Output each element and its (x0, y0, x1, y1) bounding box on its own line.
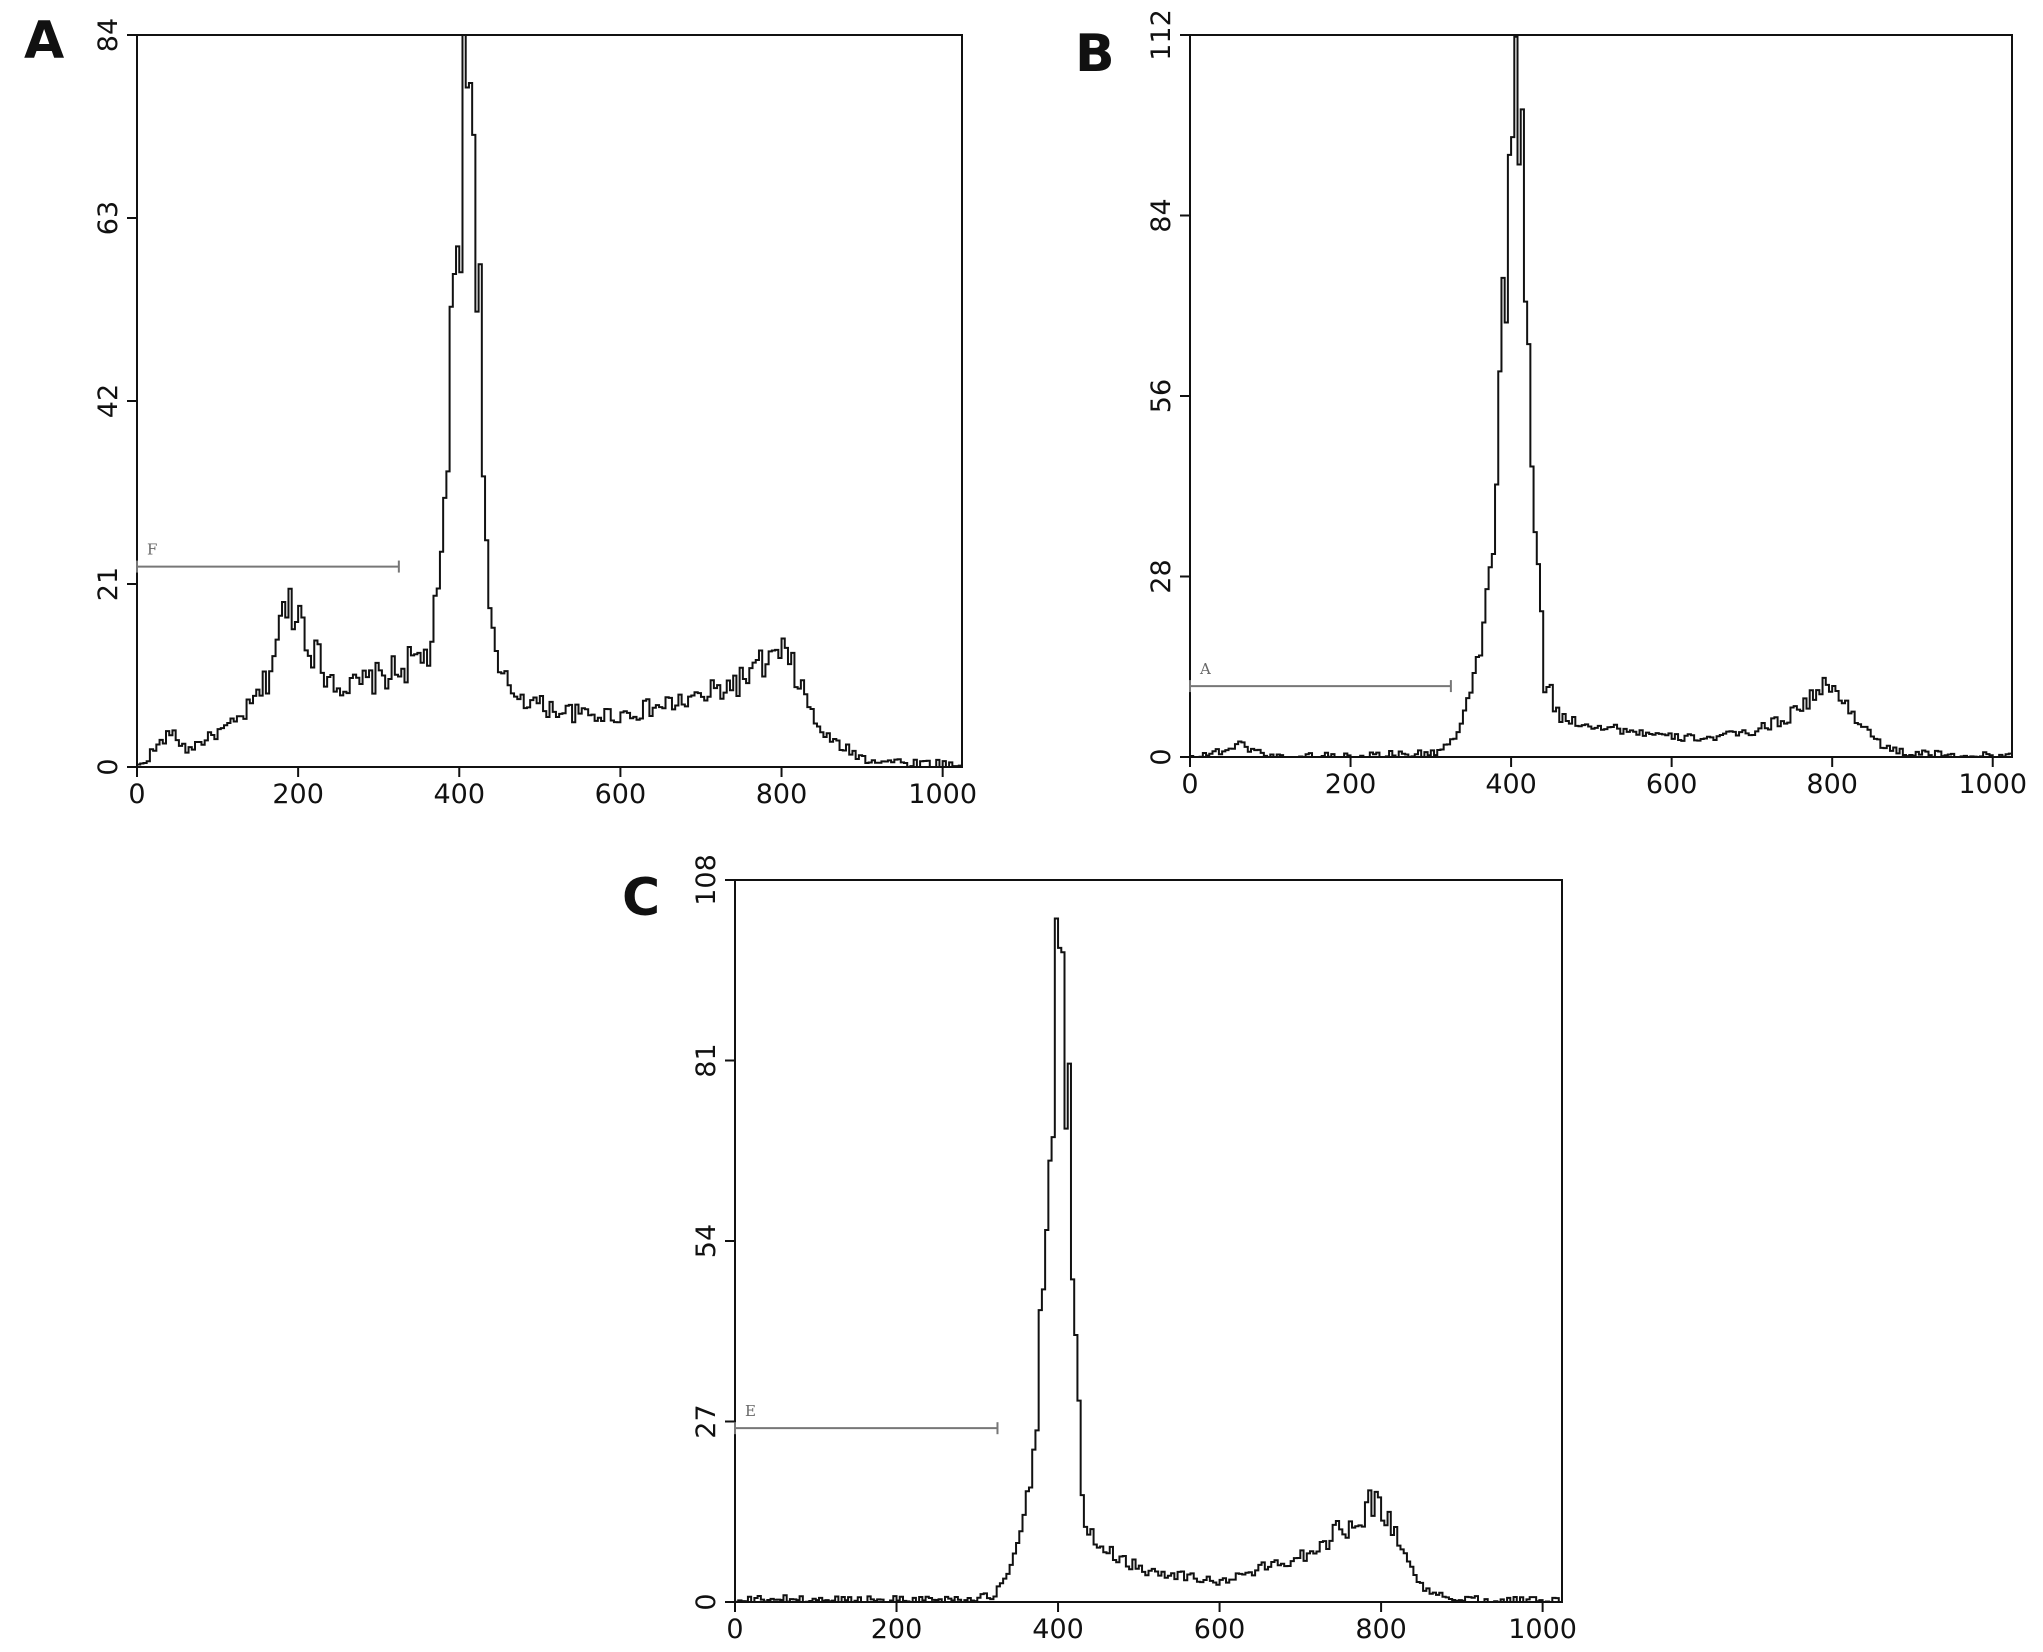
y-tick-label: 63 (93, 201, 124, 235)
x-tick-label: 1000 (908, 779, 977, 810)
y-tick-label: 0 (93, 758, 124, 775)
panel-letter-c: C (622, 868, 661, 928)
y-tick-label: 21 (93, 567, 124, 601)
plot-frame (136, 34, 963, 768)
x-tick-label: 200 (1325, 769, 1377, 800)
panel-letter-b: B (1075, 24, 1115, 84)
x-tick-label: 600 (1646, 769, 1698, 800)
panel-a: A 0 200 400 600 800 1000 0 21 42 63 84 F (0, 0, 1000, 820)
y-tick-label: 84 (1146, 198, 1177, 232)
x-tick-label: 600 (595, 779, 647, 810)
panel-b: B 0 200 400 600 800 1000 0 28 56 84 112 A (1050, 0, 2043, 820)
x-tick-label: 800 (1355, 1614, 1407, 1645)
gate-label: F (147, 541, 157, 559)
histogram-series (1190, 35, 2013, 758)
histogram-series (735, 917, 1563, 1603)
chart-c: 0 200 400 600 800 1000 0 27 54 81 108 E (691, 854, 1577, 1645)
y-tick-label: 112 (1146, 9, 1177, 61)
plot-frame (734, 879, 1563, 1603)
y-tick-label: 28 (1146, 559, 1177, 593)
histogram-series (137, 34, 963, 768)
x-tick-label: 200 (272, 779, 324, 810)
x-tick-label: 1000 (1508, 1614, 1577, 1645)
gate-label: A (1199, 660, 1211, 678)
x-tick-label: 1000 (1958, 769, 2027, 800)
x-tick-label: 800 (1806, 769, 1858, 800)
x-tick-label: 0 (1181, 769, 1198, 800)
y-tick-label: 42 (93, 384, 124, 418)
panel-c: C 0 200 400 600 800 1000 0 27 54 81 108 E (600, 850, 1600, 1650)
x-tick-label: 800 (756, 779, 808, 810)
panel-letter-a: A (24, 11, 65, 71)
x-tick-label: 400 (433, 779, 485, 810)
y-tick-label: 84 (93, 18, 124, 52)
y-tick-label: 0 (1146, 748, 1177, 765)
chart-b: 0 200 400 600 800 1000 0 28 56 84 112 A (1146, 9, 2027, 800)
chart-a: 0 200 400 600 800 1000 0 21 42 63 84 F (93, 18, 977, 810)
plot-frame (1189, 34, 2013, 758)
x-tick-label: 0 (128, 779, 145, 810)
x-tick-label: 400 (1032, 1614, 1084, 1645)
x-tick-label: 600 (1194, 1614, 1246, 1645)
y-tick-label: 81 (691, 1043, 722, 1077)
gate-label: E (745, 1402, 756, 1420)
x-tick-label: 200 (871, 1614, 923, 1645)
x-tick-label: 400 (1485, 769, 1537, 800)
y-tick-label: 0 (691, 1593, 722, 1610)
y-tick-label: 108 (691, 854, 722, 906)
x-tick-label: 0 (726, 1614, 743, 1645)
y-tick-label: 27 (691, 1404, 722, 1438)
y-tick-label: 56 (1146, 379, 1177, 413)
y-tick-label: 54 (691, 1224, 722, 1258)
